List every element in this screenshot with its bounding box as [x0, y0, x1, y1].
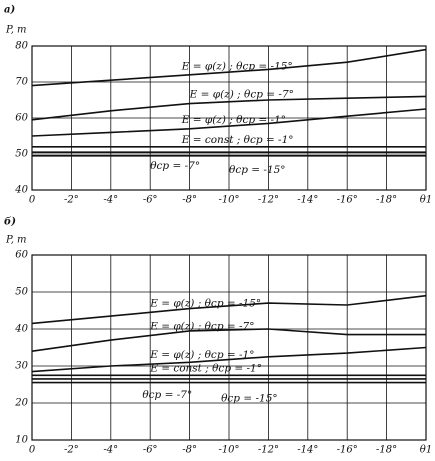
- x-tick-label: -16°: [337, 195, 358, 206]
- y-tick-label: 70: [15, 77, 28, 88]
- y-tick-label: 40: [14, 185, 28, 196]
- x-tick-label: θ1: [420, 195, 432, 206]
- series-line: [31, 108, 427, 137]
- y-axis-label: P, т: [5, 25, 27, 36]
- x-tick-label: -14°: [297, 445, 318, 456]
- series-label: E = φ(z) ; θср = -7°: [189, 89, 294, 101]
- x-tick-label: -10°: [218, 195, 239, 206]
- series-label: E = φ(z) ; θср = -15°: [149, 297, 261, 309]
- y-tick-label: 50: [15, 149, 28, 160]
- series-label: E = φ(z) ; θср = -1°: [149, 349, 254, 361]
- x-tick-label: -12°: [258, 445, 279, 456]
- x-tick-label: -8°: [182, 445, 197, 456]
- x-tick-label: -12°: [258, 195, 279, 206]
- x-tick-label: -4°: [103, 195, 118, 206]
- series-label: θср = -7°: [150, 160, 200, 172]
- x-tick-label: -2°: [64, 445, 79, 456]
- series-label: θср = -15°: [229, 164, 286, 176]
- x-tick-label: -10°: [218, 445, 239, 456]
- series-line: [31, 328, 426, 352]
- series-label: E = φ(z) ; θср = -7°: [149, 320, 254, 332]
- y-axis-label: P, т: [5, 235, 27, 246]
- series-line: [31, 294, 427, 325]
- x-tick-label: -18°: [376, 195, 397, 206]
- x-tick-label: -2°: [64, 195, 79, 206]
- series-line: [31, 346, 427, 373]
- series-label: θср = -7°: [142, 389, 192, 401]
- x-tick-label: -4°: [103, 445, 118, 456]
- y-tick-label: 50: [15, 287, 28, 298]
- x-tick-label: 0: [29, 195, 36, 206]
- series-label: θср = -15°: [221, 393, 278, 405]
- series-label: E = φ(z) ; θср = -1°: [181, 114, 286, 126]
- x-tick-label: -6°: [143, 195, 158, 206]
- y-tick-label: 40: [14, 324, 28, 335]
- y-tick-label: 60: [15, 113, 28, 124]
- x-tick-label: -6°: [143, 445, 158, 456]
- series-line: [31, 48, 427, 87]
- x-tick-label: θ1: [420, 445, 432, 456]
- series-label: E = φ(z) ; θср = -15°: [181, 60, 293, 72]
- x-tick-label: 0: [29, 445, 36, 456]
- y-tick-label: 80: [15, 41, 28, 52]
- series-label: E = const ; θср = -1°: [181, 134, 294, 146]
- x-tick-label: -18°: [376, 445, 397, 456]
- y-tick-label: 30: [15, 361, 28, 372]
- panel-title: a): [4, 5, 15, 16]
- series-line: [31, 95, 427, 121]
- panel-title: б): [4, 217, 16, 228]
- x-tick-label: -8°: [182, 195, 197, 206]
- x-tick-label: -16°: [337, 445, 358, 456]
- series-label: E = const ; θср = -1°: [149, 362, 262, 374]
- y-tick-label: 20: [14, 398, 28, 409]
- x-tick-label: -14°: [297, 195, 318, 206]
- y-tick-label: 60: [15, 250, 28, 261]
- y-tick-label: 10: [15, 435, 28, 446]
